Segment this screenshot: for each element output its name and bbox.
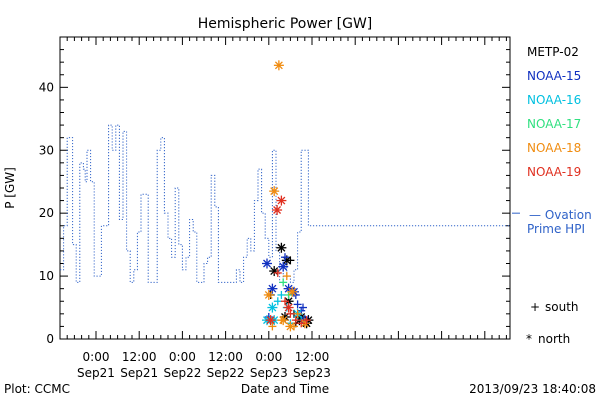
x-tick-day: Sep23: [293, 366, 331, 380]
north-point: [278, 261, 289, 272]
legend: METP-02 NOAA-15 NOAA-16 NOAA-17 NOAA-18 NOAA-…: [527, 45, 581, 179]
y-axis: 0 10 20 30 40: [39, 36, 510, 346]
north-point: [276, 195, 287, 206]
x-tick-day: Sep21: [77, 366, 115, 380]
x-tick-time: 0:00: [83, 350, 110, 364]
y-tick-label: 30: [39, 143, 54, 157]
north-point: [272, 205, 283, 216]
plot-area: [59, 36, 511, 340]
ovation-legend-line2: Prime HPI: [527, 222, 585, 236]
legend-entry: NOAA-18: [527, 141, 581, 155]
north-point: [267, 302, 278, 313]
north-point: [269, 186, 280, 197]
south-point: [281, 297, 289, 306]
south-point: [293, 309, 302, 318]
north-point: [278, 315, 289, 326]
y-tick-label: 20: [39, 206, 54, 220]
scatter-points: [262, 60, 314, 332]
north-point: [262, 258, 272, 269]
y-tick-label: 10: [39, 269, 54, 283]
south-point: [282, 272, 291, 281]
legend-entry: NOAA-16: [527, 93, 581, 107]
south-point: [277, 290, 286, 299]
north-marker-symbol: *: [526, 332, 532, 346]
south-point: [286, 309, 295, 318]
south-marker-label: south: [545, 300, 579, 314]
plot-timestamp: 2013/09/23 18:40:08: [469, 382, 596, 396]
north-point: [276, 242, 287, 253]
x-tick-time: 0:00: [255, 350, 282, 364]
legend-entry: NOAA-19: [527, 165, 581, 179]
x-tick-time: 0:00: [169, 350, 196, 364]
north-marker-label: north: [538, 332, 570, 346]
south-point: [281, 253, 289, 262]
north-point: [265, 315, 276, 326]
chart-title: Hemispheric Power [GW]: [198, 16, 373, 32]
north-point: [267, 283, 278, 294]
legend-entry: NOAA-15: [527, 69, 581, 83]
x-tick-day: Sep22: [207, 366, 245, 380]
south-point: [302, 316, 311, 325]
south-point: [286, 256, 295, 265]
x-tick-day: Sep23: [250, 366, 288, 380]
legend-entry: METP-02: [527, 45, 579, 59]
north-point: [263, 289, 274, 300]
plot-credit: Plot: CCMC: [4, 382, 70, 396]
x-tick-day: Sep21: [120, 366, 158, 380]
legend-entry: NOAA-17: [527, 117, 581, 131]
south-point: [273, 268, 282, 277]
x-axis: 0:00 Sep21 12:00 Sep21 0:00 Sep22 12:00 Sep22 0:…: [66, 37, 507, 380]
south-marker-symbol: +: [530, 300, 540, 314]
south-point: [293, 300, 302, 309]
south-point: [268, 322, 277, 331]
x-tick-time: 12:00: [208, 350, 243, 364]
ovation-legend-line1: — Ovation: [529, 208, 592, 222]
north-point: [287, 286, 298, 297]
south-point: [290, 322, 298, 331]
y-tick-label: 0: [46, 332, 54, 346]
south-point: [279, 278, 288, 287]
south-point: [299, 303, 307, 312]
south-point: [291, 316, 300, 325]
north-point: [273, 60, 284, 71]
y-tick-label: 40: [39, 80, 54, 94]
x-tick-day: Sep22: [163, 366, 201, 380]
south-point: [273, 297, 282, 306]
south-point: [297, 319, 306, 328]
north-point: [283, 302, 294, 313]
y-axis-label: P [GW]: [3, 167, 17, 209]
x-axis-label: Date and Time: [241, 382, 329, 396]
x-tick-time: 12:00: [295, 350, 330, 364]
x-tick-time: 12:00: [122, 350, 157, 364]
